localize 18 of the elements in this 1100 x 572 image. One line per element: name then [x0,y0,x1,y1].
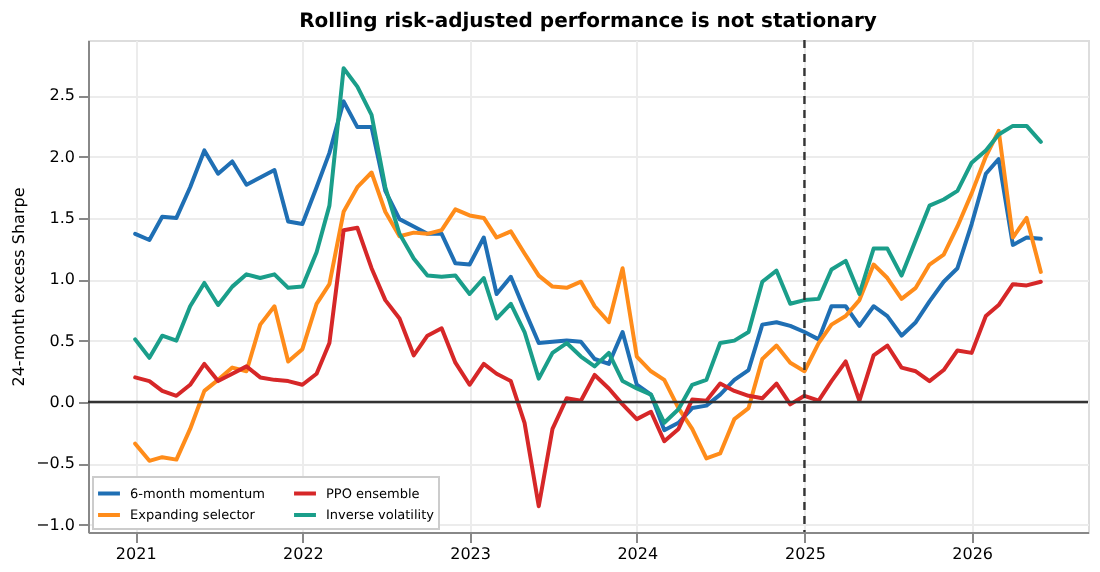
y-tick-label: 1.5 [49,208,75,227]
line-series [133,225,1043,509]
y-tick-label: 0.5 [49,331,75,350]
y-tick-label: −0.5 [36,454,75,473]
x-tick-label: 2023 [450,545,491,563]
x-tick-label: 2021 [115,545,157,563]
y-tick-label: 1.0 [49,270,75,289]
y-tick-label: 0.0 [49,392,75,411]
y-tick-label: 2.5 [49,86,75,105]
y-tick-label: −1.0 [36,515,75,534]
y-tick-label: 2.0 [49,147,75,166]
x-tick-label: 2024 [617,545,659,563]
x-tick-label: 2022 [283,545,324,563]
x-tick-label: 2026 [952,545,994,563]
chart-title: Rolling risk-adjusted performance is not stationary [299,10,878,33]
line-series [133,128,1043,463]
y-axis-title: 24-month excess Sharpe [10,187,29,387]
x-tick-label: 2025 [785,545,826,563]
